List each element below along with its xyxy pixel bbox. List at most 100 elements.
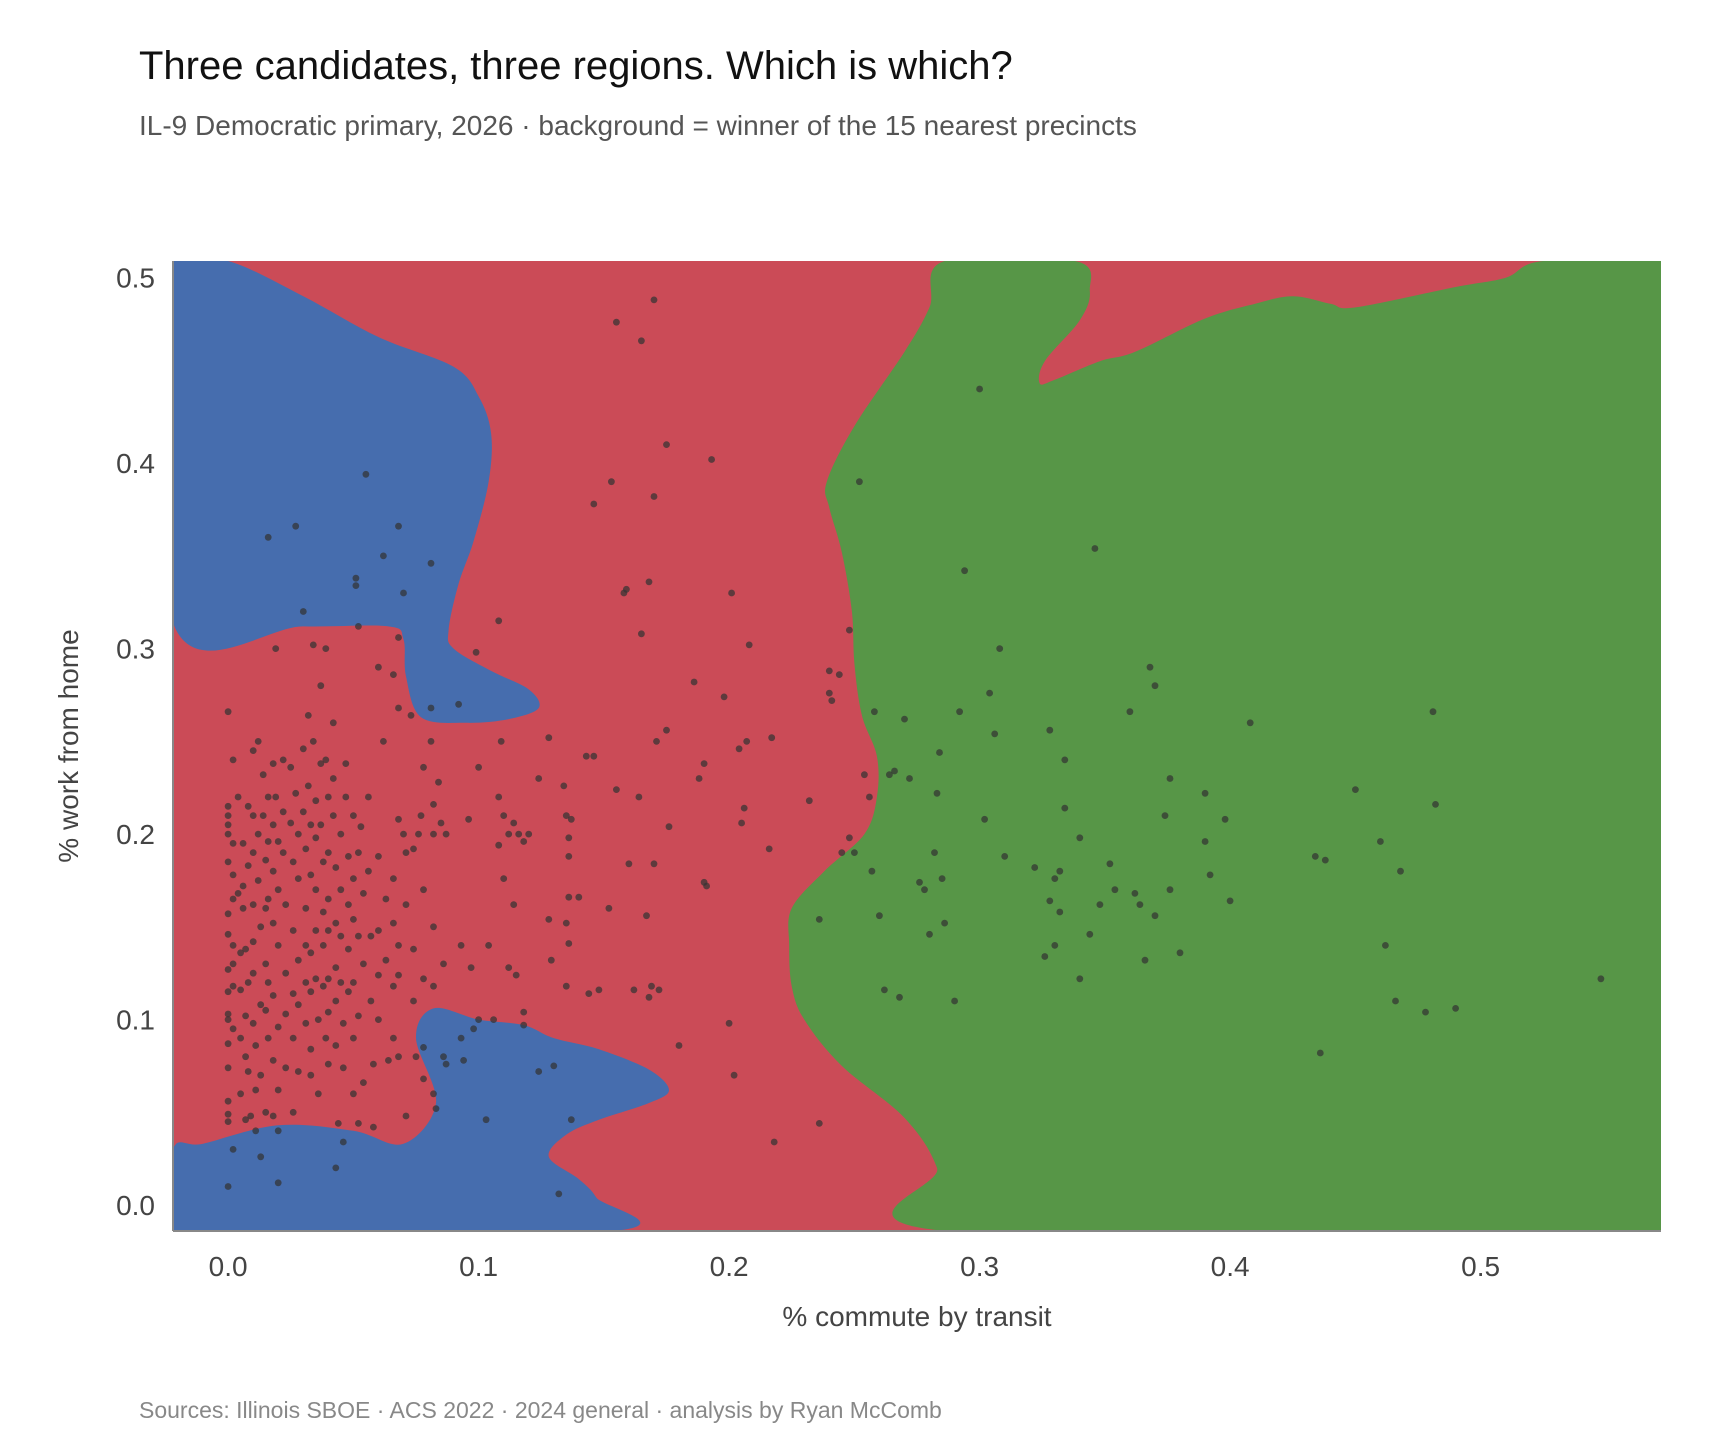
data-point	[329, 719, 337, 727]
data-point	[352, 582, 360, 589]
data-point	[375, 1016, 382, 1023]
data-point	[334, 1120, 342, 1127]
data-point	[307, 821, 315, 829]
data-point	[482, 1116, 490, 1124]
chart-title: Three candidates, three regions. Which i…	[139, 44, 1013, 88]
data-point	[390, 875, 397, 882]
data-point	[307, 1071, 315, 1079]
data-point	[996, 645, 1004, 652]
data-point	[1096, 901, 1104, 908]
data-point	[299, 608, 307, 615]
data-point	[535, 1068, 543, 1075]
data-point	[345, 901, 352, 908]
data-point	[249, 938, 257, 946]
data-point	[565, 834, 573, 842]
data-point	[1429, 708, 1437, 716]
data-point	[1051, 875, 1059, 882]
data-point	[360, 1079, 367, 1086]
data-point	[650, 296, 658, 304]
data-point	[229, 960, 237, 968]
data-point	[991, 730, 999, 738]
data-point	[881, 986, 888, 994]
data-point	[319, 982, 327, 990]
data-point	[708, 456, 715, 463]
data-point	[244, 979, 252, 986]
data-point	[360, 960, 367, 968]
data-point	[720, 693, 728, 701]
data-point	[770, 1138, 778, 1146]
data-point	[319, 858, 327, 866]
data-point	[410, 997, 417, 1005]
data-point	[1221, 815, 1229, 823]
data-point	[237, 1034, 245, 1042]
data-point	[427, 738, 435, 745]
data-point	[562, 919, 570, 927]
data-point	[625, 860, 633, 868]
data-point	[229, 840, 237, 847]
data-point	[1151, 682, 1159, 690]
data-point	[299, 808, 307, 816]
data-point	[249, 969, 257, 977]
data-point	[638, 630, 645, 638]
data-point	[249, 812, 257, 819]
data-point	[229, 895, 237, 903]
data-point	[390, 1034, 397, 1042]
data-point	[495, 793, 503, 801]
data-point	[312, 886, 320, 894]
data-point	[520, 1008, 528, 1016]
data-point	[1136, 901, 1144, 908]
data-point	[242, 1116, 250, 1124]
data-point	[490, 1016, 497, 1023]
data-point	[825, 667, 833, 675]
data-point	[292, 789, 300, 797]
region-green	[788, 261, 1661, 1231]
data-point	[312, 834, 320, 842]
data-point	[279, 808, 287, 816]
data-point	[645, 993, 653, 1001]
data-point	[1382, 942, 1389, 949]
data-point	[495, 841, 503, 849]
data-point	[249, 747, 257, 754]
data-point	[224, 802, 232, 810]
region-blue	[173, 1007, 669, 1231]
data-point	[324, 1008, 332, 1016]
data-point	[355, 849, 362, 856]
data-point	[252, 1086, 260, 1094]
data-point	[264, 838, 272, 845]
data-point	[728, 589, 735, 597]
data-point	[239, 904, 247, 912]
data-point	[224, 966, 232, 973]
data-point	[257, 923, 265, 931]
data-point	[1076, 975, 1084, 983]
data-point	[545, 916, 553, 923]
data-point	[262, 960, 270, 968]
data-point	[395, 704, 402, 712]
data-point	[1597, 975, 1605, 983]
data-point	[375, 971, 382, 979]
y-tick-label: 0.0	[116, 1190, 155, 1221]
data-point	[565, 853, 573, 860]
data-point	[312, 975, 320, 983]
data-point	[289, 1108, 297, 1116]
data-point	[237, 949, 245, 957]
data-point	[440, 960, 447, 968]
data-point	[307, 871, 315, 879]
data-point	[735, 745, 743, 753]
data-point	[302, 904, 310, 912]
data-point	[319, 908, 327, 916]
data-point	[926, 930, 933, 938]
data-point	[375, 927, 382, 934]
data-point	[725, 1019, 733, 1027]
data-point	[871, 708, 878, 716]
data-point	[322, 756, 330, 764]
data-point	[1397, 867, 1404, 875]
data-point	[242, 1053, 250, 1061]
data-point	[695, 775, 703, 782]
data-point	[941, 919, 948, 927]
data-point	[465, 815, 472, 823]
data-point	[1201, 838, 1209, 845]
data-point	[500, 875, 508, 882]
data-point	[901, 715, 908, 723]
data-point	[440, 1053, 447, 1061]
data-point	[460, 1057, 467, 1064]
